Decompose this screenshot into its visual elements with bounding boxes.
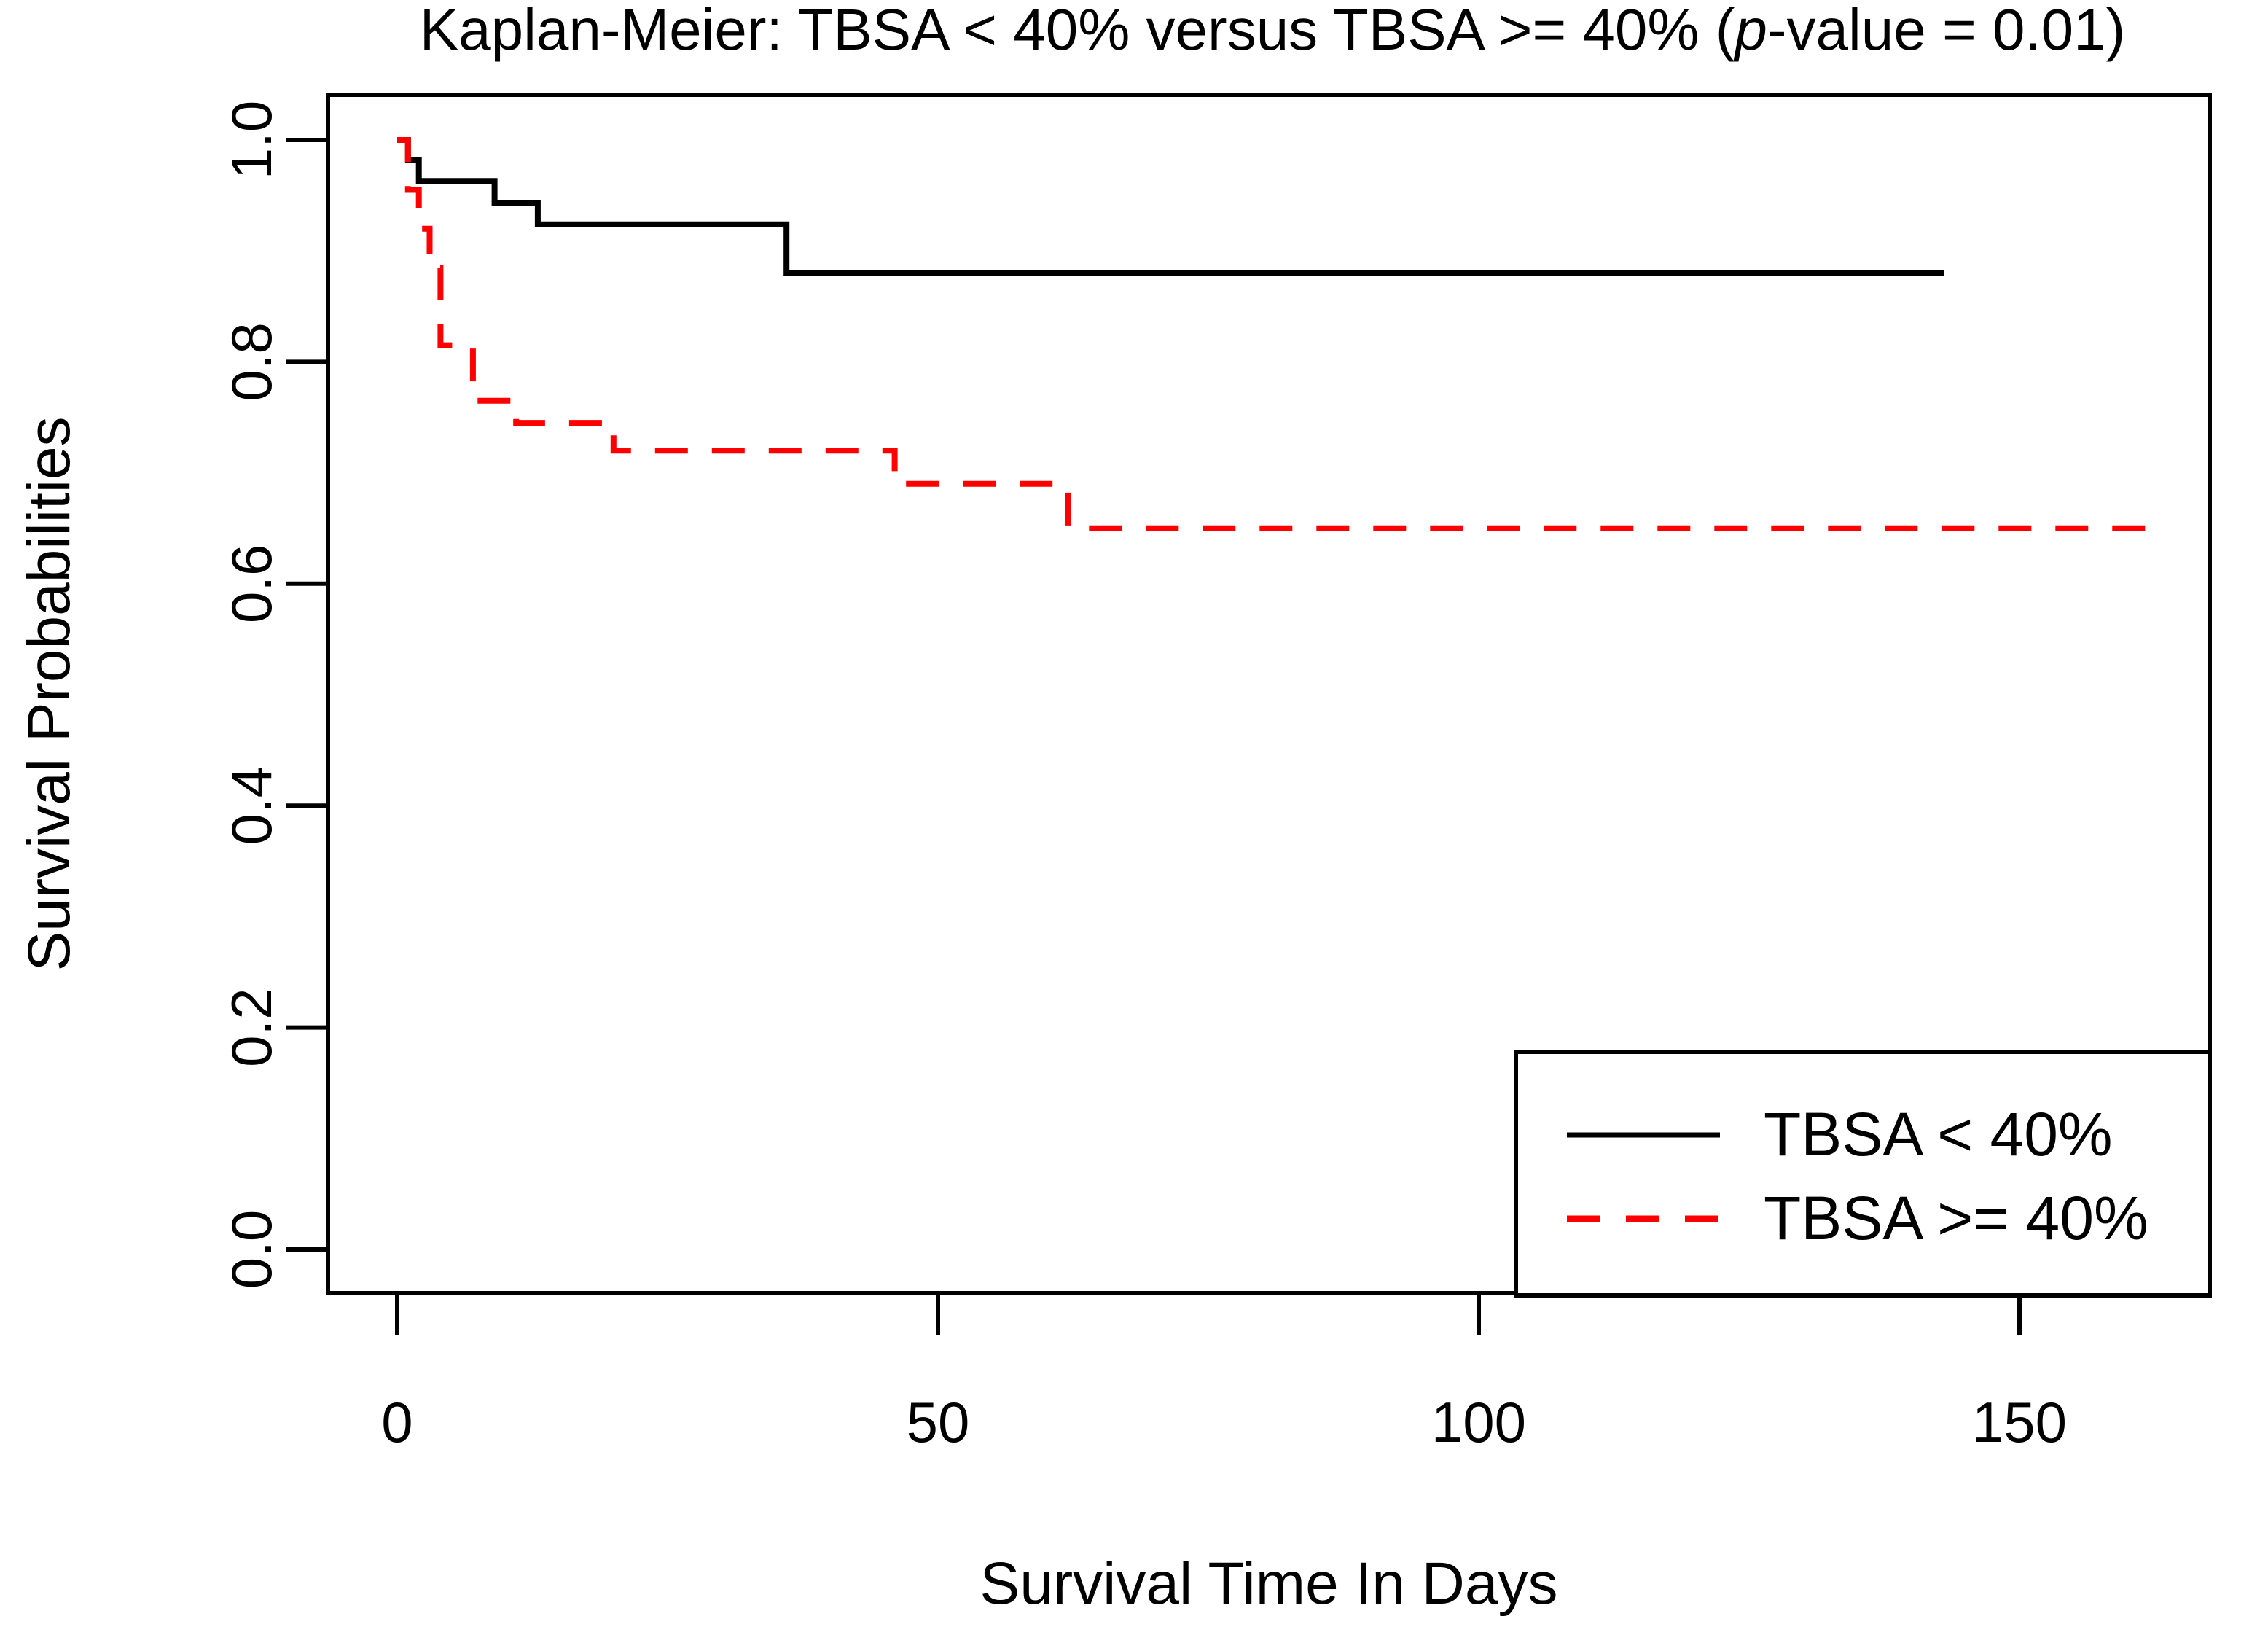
survival-curve-tbsa-lt40 — [397, 137, 1944, 276]
chart-title: Kaplan-Meier: TBSA < 40% versus TBSA >= … — [420, 0, 2126, 62]
survival-curve-tbsa-ge40 — [397, 137, 2150, 531]
plot-box — [326, 93, 2212, 1295]
chart-title-p-symbol: p — [1733, 0, 1767, 62]
x-axis-label: Survival Time In Days — [980, 1550, 1558, 1617]
y-tick-label: 1.0 — [219, 101, 284, 179]
chart-title-suffix: -value = 0.01) — [1767, 0, 2125, 62]
legend-entry-label: TBSA < 40% — [1764, 1100, 2113, 1168]
y-tick-label: 0.6 — [219, 545, 284, 623]
x-tick-label: 0 — [381, 1390, 412, 1454]
legend-box — [1514, 1050, 2212, 1298]
y-axis-label: Survival Probabilities — [16, 416, 82, 971]
plot-area: 0.0 0.2 0.4 0.6 0.8 1.0 0 50 100 150 TBSA < 40% TBS… — [219, 93, 2212, 1454]
y-tick-label: 0.8 — [219, 322, 284, 401]
x-tick-label: 50 — [907, 1390, 970, 1454]
legend-entry-label: TBSA >= 40% — [1764, 1184, 2148, 1252]
y-tick-label: 0.2 — [219, 988, 284, 1066]
y-tick-label: 0.0 — [219, 1210, 284, 1289]
y-tick-label: 0.4 — [219, 766, 284, 845]
x-tick-label: 150 — [1972, 1390, 2067, 1454]
chart-title-prefix: Kaplan-Meier: TBSA < 40% versus TBSA >= … — [420, 0, 1735, 62]
x-tick-label: 100 — [1431, 1390, 1526, 1454]
